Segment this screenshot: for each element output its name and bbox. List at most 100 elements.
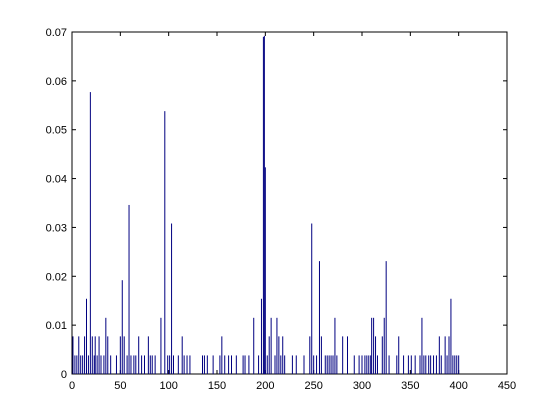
bar: [375, 336, 377, 374]
bar: [316, 355, 318, 374]
bar: [262, 36, 264, 375]
bar: [189, 355, 191, 374]
bar: [135, 355, 137, 374]
bar: [440, 355, 442, 374]
bar: [263, 35, 265, 375]
bar: [164, 111, 166, 375]
bar: [78, 336, 80, 374]
bar: [221, 336, 223, 374]
y-tick-label: 0.03: [46, 222, 67, 234]
bar: [121, 280, 123, 374]
x-tick-label: 250: [304, 380, 322, 392]
bar: [425, 355, 427, 374]
bar: [141, 355, 143, 374]
bar: [219, 355, 221, 374]
bar: [258, 355, 260, 374]
bar: [126, 355, 128, 374]
bar: [320, 336, 322, 374]
bar: [388, 355, 390, 374]
y-tick-label: 0.04: [46, 174, 67, 186]
bar: [203, 355, 205, 374]
bar: [421, 317, 423, 374]
bar: [370, 355, 372, 374]
bar: [371, 317, 373, 374]
bar: [144, 355, 145, 374]
bar: [186, 355, 188, 374]
bar: [334, 317, 336, 374]
bar: [446, 355, 448, 374]
y-tick-label: 0: [61, 369, 67, 381]
bar: [291, 355, 293, 374]
bar: [428, 355, 430, 374]
x-tick-label: 150: [208, 380, 226, 392]
bar: [266, 355, 268, 374]
bar: [270, 317, 272, 374]
bar: [91, 336, 93, 374]
bar: [147, 336, 149, 374]
x-tick-label: 400: [449, 380, 467, 392]
bar: [253, 317, 255, 374]
bar: [373, 317, 375, 374]
bar: [110, 355, 112, 374]
x-tick-label: 50: [114, 380, 126, 392]
bar: [414, 355, 416, 374]
bar: [456, 355, 458, 374]
x-tick-label: 200: [256, 380, 274, 392]
bar: [138, 336, 140, 374]
bar: [274, 355, 276, 374]
bar: [84, 336, 86, 374]
bar: [366, 355, 368, 374]
bar: [433, 355, 435, 374]
bar: [383, 317, 385, 374]
bar: [107, 336, 109, 374]
bar: [454, 355, 456, 374]
bar: [260, 298, 262, 374]
bar: [177, 355, 179, 374]
bar: [133, 355, 135, 374]
bar: [228, 355, 230, 374]
bar: [452, 355, 454, 374]
bar: [130, 355, 132, 374]
bar: [398, 336, 400, 374]
bar: [309, 336, 311, 374]
bar: [80, 355, 82, 374]
bar: [160, 317, 162, 374]
bar: [82, 355, 84, 374]
bar: [410, 355, 412, 374]
bar: [74, 355, 76, 374]
bar: [181, 336, 183, 374]
bar: [376, 355, 378, 374]
bar: [105, 317, 107, 374]
y-tick-label: 0.05: [46, 125, 67, 137]
y-tick-label: 0.01: [46, 320, 67, 332]
bar: [98, 336, 100, 374]
bar: [419, 355, 421, 374]
bar: [103, 355, 105, 374]
bar: [336, 355, 338, 374]
bar: [423, 355, 425, 374]
bar: [89, 92, 91, 374]
bar: [438, 336, 440, 374]
bar: [381, 336, 383, 374]
bar: [448, 336, 450, 374]
bar: [358, 355, 360, 374]
bar: [353, 355, 355, 374]
bar: [128, 204, 130, 374]
bar: [235, 355, 237, 374]
bar: [396, 355, 398, 374]
bar: [268, 336, 270, 374]
bar: [173, 355, 174, 374]
bar: [171, 223, 173, 374]
bar: [115, 355, 117, 374]
bar: [332, 355, 334, 374]
bar: [167, 355, 169, 374]
bar: [96, 355, 98, 374]
bar: [364, 355, 366, 374]
bar: [430, 355, 432, 374]
bar: [328, 355, 330, 374]
bar: [403, 355, 405, 374]
bar: [284, 355, 286, 374]
bar: [450, 298, 452, 374]
bar: [248, 355, 250, 374]
bar: [311, 223, 313, 374]
